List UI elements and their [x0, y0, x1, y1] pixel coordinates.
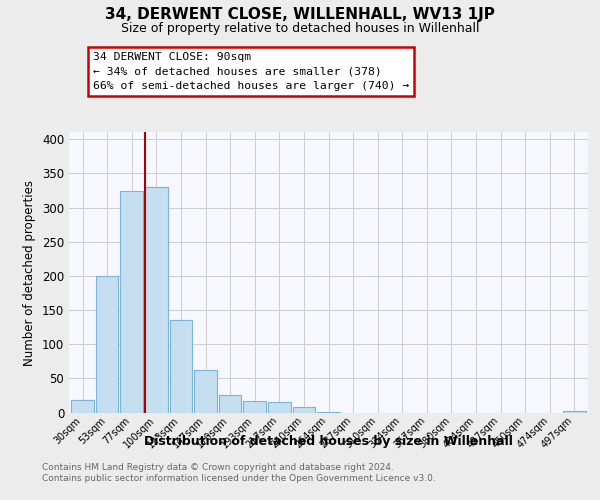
Text: Size of property relative to detached houses in Willenhall: Size of property relative to detached ho… — [121, 22, 479, 35]
Y-axis label: Number of detached properties: Number of detached properties — [23, 180, 37, 366]
Bar — [293, 407, 315, 412]
Bar — [244, 401, 266, 412]
Bar — [194, 370, 217, 412]
Text: Distribution of detached houses by size in Willenhall: Distribution of detached houses by size … — [145, 435, 513, 448]
Bar — [145, 187, 167, 412]
Text: Contains HM Land Registry data © Crown copyright and database right 2024.: Contains HM Land Registry data © Crown c… — [42, 462, 394, 471]
Bar — [563, 411, 586, 412]
Bar — [219, 396, 241, 412]
Bar — [121, 190, 143, 412]
Bar — [170, 320, 192, 412]
Bar — [96, 276, 118, 412]
Bar — [268, 402, 290, 412]
Text: Contains public sector information licensed under the Open Government Licence v3: Contains public sector information licen… — [42, 474, 436, 483]
Text: 34 DERWENT CLOSE: 90sqm
← 34% of detached houses are smaller (378)
66% of semi-d: 34 DERWENT CLOSE: 90sqm ← 34% of detache… — [93, 52, 409, 92]
Bar — [71, 400, 94, 412]
Text: 34, DERWENT CLOSE, WILLENHALL, WV13 1JP: 34, DERWENT CLOSE, WILLENHALL, WV13 1JP — [105, 8, 495, 22]
